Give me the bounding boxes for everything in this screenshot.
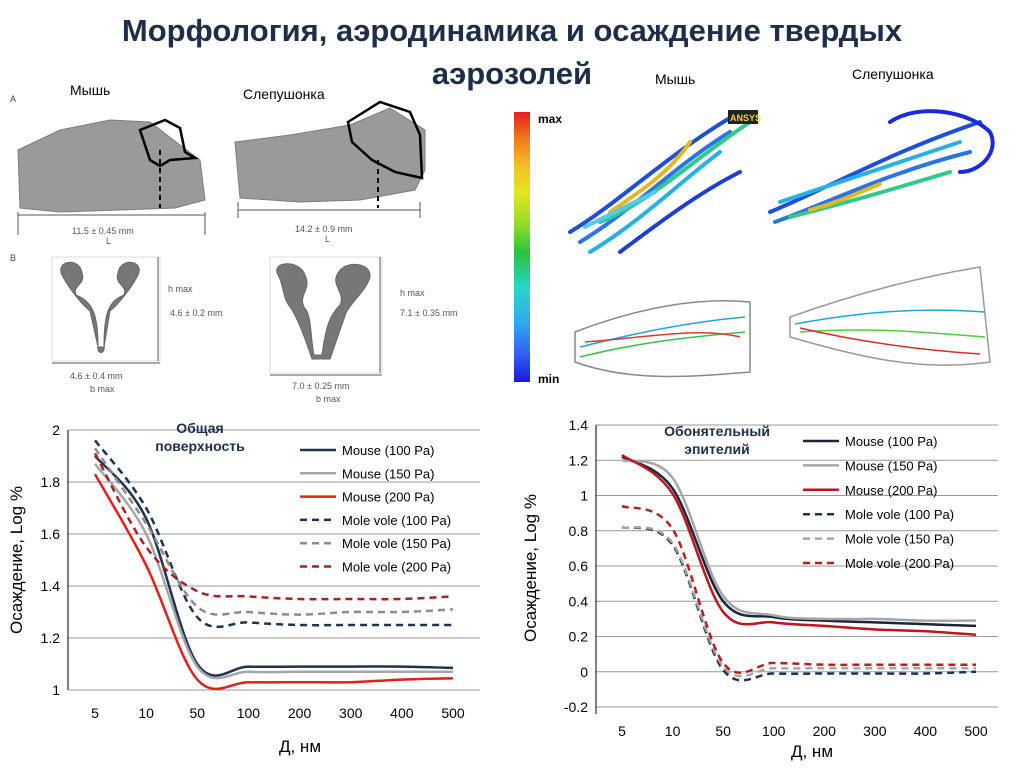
vole-length-symbol: L <box>325 234 331 244</box>
x-tick-label: 200 <box>813 723 837 739</box>
series-line-1 <box>621 455 977 628</box>
morphology-sketches <box>17 100 426 235</box>
x-tick-label: 50 <box>189 705 205 721</box>
series-line-6 <box>621 504 976 675</box>
x-tick-label: 10 <box>138 705 154 721</box>
y-tick-label: 0.8 <box>569 523 589 539</box>
legend-entry: Mole vole (200 Pa) <box>342 560 451 575</box>
vole-bmax-value: 7.0 ± 0.25 mm <box>292 381 350 391</box>
x-tick-label: 300 <box>863 723 887 739</box>
x-tick-label: 500 <box>441 705 465 721</box>
legend-entry: Mouse (100 Pa) <box>342 443 435 458</box>
y-axis-label: Осаждение, Log % <box>7 486 26 634</box>
legend-entry: Mole vole (100 Pa) <box>845 507 954 522</box>
ansys-logo: ANSYS <box>730 113 761 123</box>
legend-entry: Mole vole (150 Pa) <box>845 532 954 547</box>
x-tick-label: 400 <box>914 723 938 739</box>
y-tick-label: 1.4 <box>41 578 61 594</box>
chart-olfactory-epithelium: -0.2 0 0.2 0.4 0.6 0.8 1 1.2 1.4 5 10 50 100 200 300 40… <box>521 417 998 761</box>
x-tick-label: 200 <box>288 705 312 721</box>
y-tick-label: 1.2 <box>41 630 61 646</box>
flow-mouse-label: Мышь <box>655 71 696 87</box>
x-tick-label: 300 <box>339 705 363 721</box>
y-tick-label: 1.8 <box>41 474 61 490</box>
vole-hmax: h max <box>400 288 425 298</box>
legend-entry: Mouse (100 Pa) <box>845 434 938 449</box>
series-line-3 <box>621 453 977 636</box>
x-tick-label: 10 <box>665 723 681 739</box>
y-tick-label: 0.4 <box>569 593 589 609</box>
x-tick-label: 500 <box>964 723 988 739</box>
legend-entry: Mouse (200 Pa) <box>845 483 938 498</box>
flow-streamline-images: ANSYS <box>568 109 995 378</box>
series-line-2 <box>621 459 977 623</box>
x-tick-label: 100 <box>237 705 261 721</box>
y-tick-label: 2 <box>52 422 60 438</box>
mouse-length-symbol: L <box>106 236 112 246</box>
y-tick-label: 1.4 <box>569 417 589 433</box>
y-tick-label: 1 <box>52 682 60 698</box>
series-line-1 <box>94 455 454 677</box>
x-axis-label: Д, нм <box>279 737 321 756</box>
chart-title-line2: поверхность <box>155 438 245 454</box>
slide-title-line2: аэрозолей <box>431 56 593 91</box>
legend-entry: Mole vole (150 Pa) <box>342 536 451 551</box>
legend-entry: Mouse (150 Pa) <box>342 466 435 481</box>
x-tick-label: 5 <box>618 723 626 739</box>
x-tick-label: 100 <box>762 723 786 739</box>
chart-total-surface: 1 1.2 1.4 1.6 1.8 2 5 10 50 100 200 300 400 500 Д, нм О… <box>7 420 480 756</box>
x-tick-label: 50 <box>715 723 731 739</box>
colorbar-min-label: min <box>538 372 560 386</box>
flow-vole-label: Слепушонка <box>852 66 934 82</box>
series-line-5 <box>93 447 454 616</box>
x-tick-label: 400 <box>390 705 414 721</box>
y-tick-label: 0.2 <box>569 629 589 645</box>
vole-hmax-value: 7.1 ± 0.35 mm <box>400 308 458 318</box>
y-tick-label: 1.2 <box>569 452 589 468</box>
cross-section-sketches <box>51 256 383 376</box>
y-axis-label: Осаждение, Log % <box>521 494 540 642</box>
series-line-5 <box>621 525 976 678</box>
legend-entry: Mouse (200 Pa) <box>342 490 435 505</box>
chart-title-line1: Обонятельный <box>664 423 770 439</box>
x-tick-label: 5 <box>91 705 99 721</box>
y-tick-label: 1 <box>580 488 588 504</box>
y-tick-label: 0 <box>580 664 588 680</box>
y-tick-label: 0.6 <box>569 558 589 574</box>
legend-entry: Mole vole (100 Pa) <box>342 513 451 528</box>
mouse-length: 11.5 ± 0.45 mm <box>72 226 134 236</box>
colorbar-max-label: max <box>538 112 563 126</box>
series-line-3 <box>93 473 454 691</box>
legend-entry: Mole vole (200 Pa) <box>845 556 954 571</box>
y-tick-label: 1.6 <box>41 526 61 542</box>
series-line-4 <box>94 439 453 629</box>
mouse-hmax-value: 4.6 ± 0.2 mm <box>170 308 223 318</box>
legend-entry: Mouse (150 Pa) <box>845 458 938 473</box>
morph-mouse-label: Мышь <box>70 82 111 98</box>
panel-b-label: B <box>10 253 17 263</box>
series-line-4 <box>621 526 977 682</box>
vole-length: 14.2 ± 0.9 mm <box>295 224 353 234</box>
mouse-hmax: h max <box>168 284 193 294</box>
morph-vole-label: Слепушонка <box>243 86 325 102</box>
vole-bmax: b max <box>316 394 341 404</box>
y-tick-label: -0.2 <box>564 699 588 715</box>
chart-title-line1: Общая <box>176 420 223 436</box>
mouse-bmax-value: 4.6 ± 0.4 mm <box>70 371 123 381</box>
slide-title-line1: Морфология, аэродинамика и осаждение тве… <box>121 13 903 48</box>
chart-title-line2: эпителий <box>684 441 750 457</box>
series-line-2 <box>93 463 453 680</box>
panel-a-label: A <box>10 94 17 104</box>
mouse-bmax: b max <box>90 384 115 394</box>
x-axis-label: Д, нм <box>791 742 833 761</box>
colorbar <box>514 112 530 382</box>
